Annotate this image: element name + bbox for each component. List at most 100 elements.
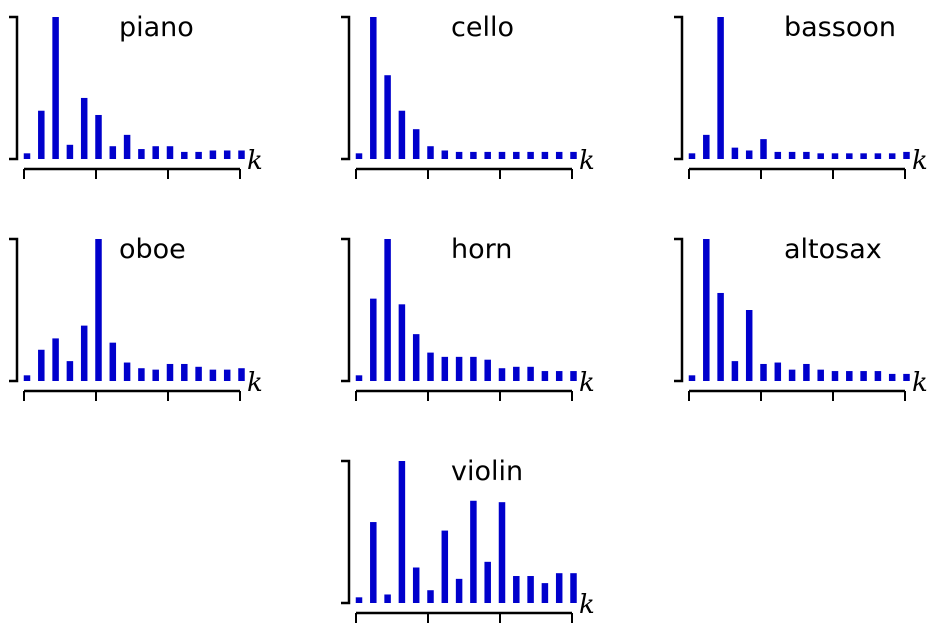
bar-11 (831, 371, 839, 381)
bar-16 (903, 151, 910, 159)
bar-1 (688, 375, 696, 381)
bar-14 (541, 583, 549, 603)
x-axis-label: k (579, 368, 595, 398)
bar-16 (903, 373, 910, 381)
bar-9 (470, 356, 477, 381)
y-axis-bracket (674, 237, 684, 383)
bar-12 (846, 153, 853, 159)
bar-6 (427, 590, 434, 603)
bar-9 (138, 368, 145, 381)
bar-2 (38, 110, 45, 159)
bar-3 (384, 239, 391, 381)
bar-11 (498, 151, 506, 159)
bar-15 (888, 153, 896, 159)
bar-7 (441, 150, 449, 159)
bar-10 (817, 153, 824, 159)
bar-2 (38, 349, 45, 381)
bar-10 (484, 561, 491, 603)
bar-1 (23, 153, 31, 159)
bar-7 (774, 151, 782, 159)
bar-8 (455, 151, 463, 159)
bar-12 (846, 371, 853, 381)
bar-9 (470, 151, 477, 159)
bar-4 (66, 144, 74, 159)
bar-12 (513, 576, 520, 603)
bar-8 (788, 151, 796, 159)
bar-10 (152, 146, 159, 159)
bar-5 (412, 129, 420, 159)
bar-14 (209, 150, 217, 159)
y-axis-bracket (341, 15, 351, 161)
spectrum-panel-piano: k piano (9, 12, 263, 179)
bar-9 (803, 363, 810, 381)
x-axis-label: k (579, 590, 595, 620)
spectrum-panel-cello: k cello (341, 12, 595, 179)
bar-16 (570, 151, 577, 159)
bar-14 (541, 151, 549, 159)
bar-4 (731, 361, 739, 381)
bar-2 (370, 17, 377, 159)
bar-1 (23, 375, 31, 381)
bar-1 (355, 375, 363, 381)
bar-11 (166, 146, 174, 159)
chart-title: violin (451, 456, 523, 487)
bar-4 (66, 361, 74, 381)
bar-7 (109, 342, 117, 381)
bar-15 (555, 573, 563, 603)
bar-4 (398, 304, 406, 381)
spectrum-panel-bassoon: k bassoon (674, 12, 928, 179)
bar-8 (455, 356, 463, 381)
y-axis-bracket (341, 237, 351, 383)
bar-15 (555, 151, 563, 159)
x-axis-label: k (912, 368, 928, 398)
bar-14 (874, 153, 882, 159)
bar-1 (688, 153, 696, 159)
bar-7 (441, 356, 449, 381)
bar-11 (498, 502, 506, 603)
bar-16 (570, 573, 577, 603)
chart-title: altosax (784, 234, 882, 265)
bar-16 (570, 371, 577, 381)
spectrum-panel-altosax: k altosax (674, 234, 928, 401)
bar-2 (370, 298, 377, 381)
bar-5 (412, 567, 420, 603)
bar-13 (527, 151, 534, 159)
spectrum-panel-violin: k violin (341, 456, 595, 623)
bar-6 (760, 363, 767, 381)
bar-14 (874, 371, 882, 381)
spectrum-panel-horn: k horn (341, 234, 595, 401)
bar-11 (831, 153, 839, 159)
bar-2 (703, 134, 710, 159)
bar-12 (181, 363, 188, 381)
y-axis-bracket (9, 15, 19, 161)
bar-6 (427, 352, 434, 381)
bar-15 (555, 371, 563, 381)
bar-11 (498, 368, 506, 381)
bar-4 (731, 147, 739, 159)
bar-1 (355, 597, 363, 603)
bar-6 (95, 114, 102, 159)
bar-16 (238, 150, 245, 159)
bar-8 (123, 134, 131, 159)
bar-3 (717, 292, 724, 381)
bar-13 (860, 371, 867, 381)
bar-10 (484, 359, 491, 381)
bar-9 (470, 500, 477, 603)
y-axis-bracket (341, 459, 351, 605)
bar-14 (209, 369, 217, 381)
bar-12 (181, 151, 188, 159)
bar-3 (384, 594, 391, 603)
chart-title: bassoon (784, 12, 896, 43)
x-axis-label: k (247, 368, 263, 398)
bar-11 (166, 363, 174, 381)
bar-13 (195, 151, 202, 159)
bar-12 (513, 151, 520, 159)
bar-10 (817, 369, 824, 381)
bar-10 (484, 151, 491, 159)
bar-13 (195, 366, 202, 381)
x-axis-label: k (912, 146, 928, 176)
bar-14 (541, 371, 549, 381)
y-axis-bracket (9, 237, 19, 383)
bar-9 (803, 151, 810, 159)
